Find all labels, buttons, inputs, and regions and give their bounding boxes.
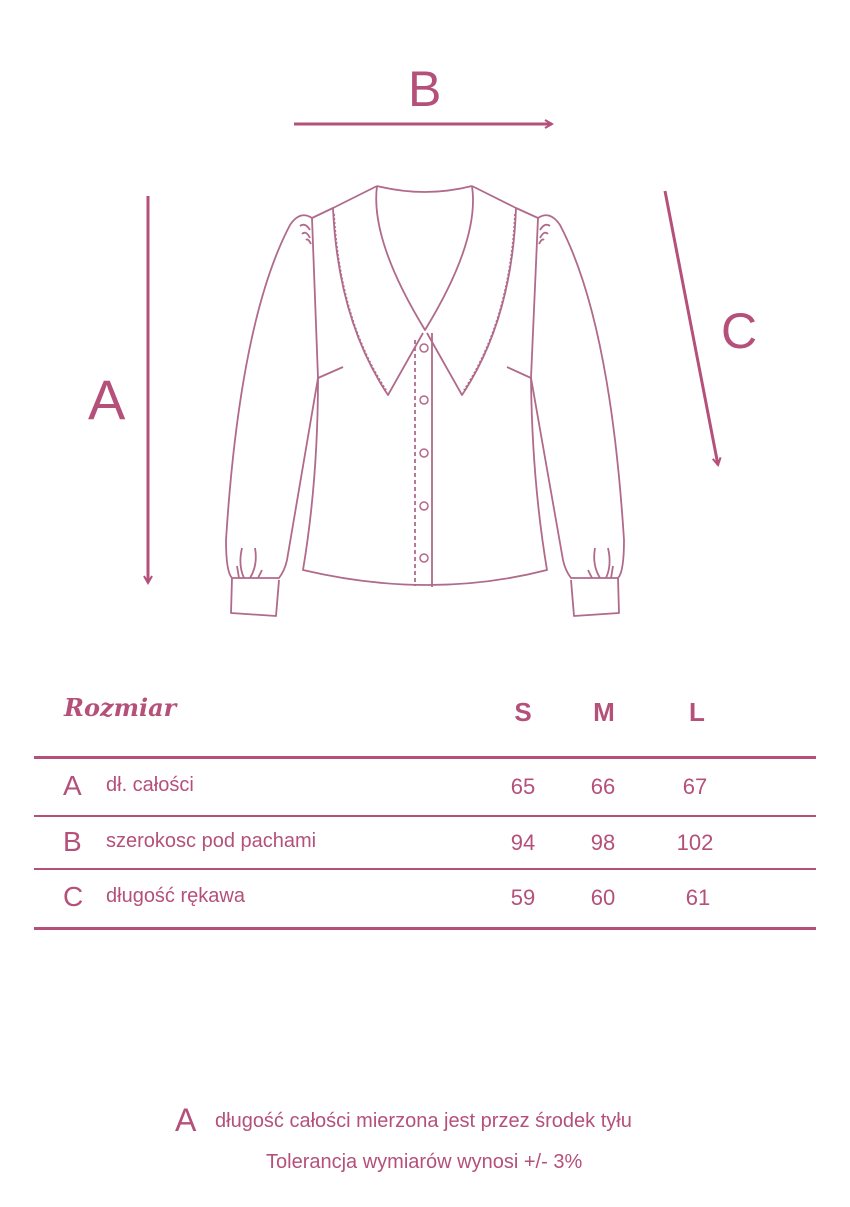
value-s: 65 — [510, 774, 536, 799]
value-m: 60 — [590, 885, 616, 910]
label-b: B — [408, 61, 442, 117]
value-m: 66 — [590, 774, 616, 799]
size-header-s: S — [514, 697, 532, 727]
value-s: 94 — [510, 830, 536, 855]
size-header-m: M — [593, 697, 615, 727]
row-letter: A — [63, 770, 82, 801]
row-label: dł. całości — [106, 774, 194, 796]
divider — [34, 815, 816, 817]
tolerance-note: Tolerancja wymiarów wynosi +/- 3% — [266, 1151, 583, 1173]
table-row: A dł. całości 65 66 67 — [0, 770, 850, 810]
arrow-c — [663, 190, 718, 465]
footer-note: długość całości mierzona jest przez środ… — [215, 1110, 632, 1132]
row-label: szerokosc pod pachami — [106, 830, 317, 852]
value-s: 59 — [510, 885, 536, 910]
label-c: C — [721, 303, 758, 359]
row-letter: B — [63, 826, 82, 857]
divider — [34, 756, 816, 759]
value-l: 102 — [676, 830, 714, 855]
divider — [34, 868, 816, 870]
row-label: długość rękawa — [106, 885, 245, 907]
blouse-diagram — [0, 0, 850, 617]
table-title: Rozmiar — [64, 693, 177, 722]
value-l: 67 — [682, 774, 708, 799]
value-l: 61 — [685, 885, 711, 910]
divider — [34, 927, 816, 930]
value-m: 98 — [590, 830, 616, 855]
footer-letter: A — [175, 1102, 197, 1138]
label-a: A — [88, 368, 126, 431]
row-letter: C — [63, 881, 84, 912]
table-row: B szerokosc pod pachami 94 98 102 — [0, 826, 850, 866]
size-header-l: L — [689, 697, 705, 727]
table-row: C długość rękawa 59 60 61 — [0, 881, 850, 921]
buttons — [419, 343, 429, 563]
blouse-outline — [225, 185, 625, 617]
